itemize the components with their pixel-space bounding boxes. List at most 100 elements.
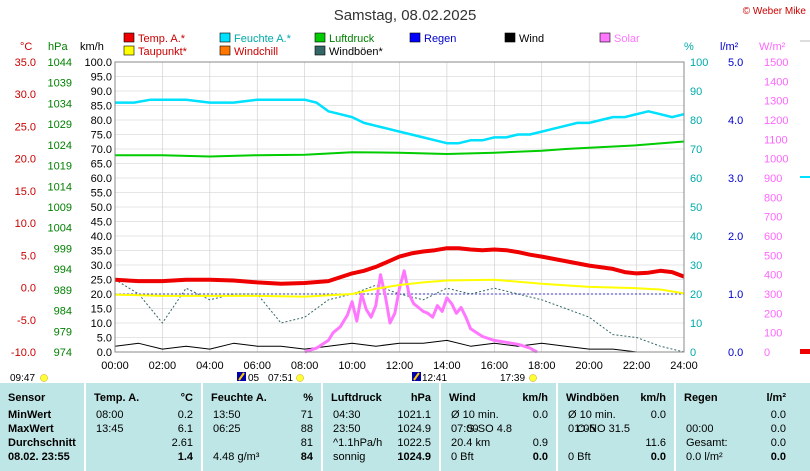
pressure-tick-label: 1034	[48, 98, 72, 110]
table-header: Windböen	[566, 392, 620, 404]
solar-tick-label: 1000	[764, 154, 788, 166]
statistics-table: Sensor MinWert MaxWert Durchschnitt 08.02. 2…	[0, 383, 810, 471]
temp-tick-label: 35.0	[15, 57, 36, 69]
column-separator	[439, 383, 441, 471]
table-value: 0.0	[532, 451, 548, 463]
x-tick-label: 02:00	[149, 360, 177, 372]
wind-tick-label: 5.0	[97, 333, 112, 345]
sun-icon	[529, 374, 537, 382]
pressure-tick-label: 1039	[48, 78, 72, 90]
legend-label: Windböen*	[329, 46, 384, 58]
solar-tick-label: 1200	[764, 115, 788, 127]
table-time: 0 Bft	[568, 451, 591, 463]
pressure-tick-label: 994	[54, 264, 72, 276]
pressure-tick-label: 974	[54, 347, 72, 359]
wind-tick-label: 100.0	[84, 57, 112, 69]
series-line-luftdruck	[115, 140, 685, 158]
table-time: 13:45	[96, 423, 124, 435]
wind-tick-label: 70.0	[91, 144, 112, 156]
moon-time: 07:51	[268, 373, 293, 383]
legend-swatch	[314, 32, 326, 43]
pressure-tick-label: 1014	[48, 181, 72, 193]
wind-tick-label: 30.0	[91, 260, 112, 272]
legend-swatch	[123, 45, 135, 56]
legend-swatch	[504, 32, 516, 43]
table-value: 0.0	[532, 409, 548, 421]
sun-icon	[296, 374, 304, 382]
table-value: 1024.9	[397, 451, 431, 463]
wind-axis-unit: km/h	[80, 41, 104, 53]
table-unit: %	[303, 392, 313, 404]
table-mid: O-NO 31.5	[576, 423, 630, 435]
rain-tick-label: 4.0	[728, 115, 743, 127]
pressure-axis-unit: hPa	[48, 41, 68, 53]
temp-axis-unit: °C	[20, 41, 32, 53]
table-time: Ø 10 min.	[451, 409, 499, 421]
table-value: 0.0	[650, 409, 666, 421]
sunset-time: 17:39	[500, 373, 525, 383]
solar-tick-label: 700	[764, 212, 782, 224]
legend-swatch	[409, 32, 421, 43]
row-label: 08.02. 23:55	[8, 451, 70, 463]
series-line-solar	[304, 269, 538, 354]
table-header: Luftdruck	[331, 392, 382, 404]
series-line-wind	[114, 339, 684, 353]
sun-icon	[40, 374, 48, 382]
temp-tick-label: 15.0	[15, 186, 36, 198]
wind-tick-label: 65.0	[91, 159, 112, 171]
pressure-tick-label: 1009	[48, 202, 72, 214]
humidity-tick-label: 70	[690, 144, 702, 156]
x-tick-label: 12:00	[386, 360, 414, 372]
table-unit: km/h	[522, 392, 548, 404]
table-value: 88	[300, 423, 313, 435]
table-time: sonnig	[333, 451, 366, 463]
legend: Temp. A.* Feuchte A.* Luftdruck Regen Wind So…	[123, 32, 640, 58]
x-tick-label: 22:00	[623, 360, 651, 372]
table-header: Sensor	[8, 392, 46, 404]
table-unit: hPa	[410, 392, 431, 404]
table-time: 08:00	[96, 409, 124, 421]
legend-label: Windchill	[234, 46, 278, 58]
table-value: 71	[300, 409, 313, 421]
table-value: 0.0	[650, 451, 666, 463]
legend-swatch	[314, 45, 326, 56]
table-value: 84	[300, 451, 313, 463]
wind-tick-label: 75.0	[91, 130, 112, 142]
temp-tick-label: -5.0	[17, 315, 36, 327]
temp-tick-label: 5.0	[21, 250, 36, 262]
pressure-tick-label: 1029	[48, 119, 72, 131]
legend-label: Temp. A.*	[138, 33, 186, 45]
table-value: 1024.9	[397, 423, 431, 435]
legend-swatch	[219, 45, 231, 56]
humidity-tick-label: 80	[690, 115, 702, 127]
table-time: Gesamt:	[686, 437, 728, 449]
table-value: 0.0	[770, 437, 786, 449]
humidity-tick-label: 90	[690, 86, 702, 98]
table-unit: l/m²	[766, 392, 786, 404]
wind-tick-label: 50.0	[91, 202, 112, 214]
chart-title: Samstag, 08.02.2025	[334, 7, 477, 24]
column-separator	[321, 383, 323, 471]
table-header: Temp. A.	[94, 392, 140, 404]
moon-phase-day: 05	[248, 373, 260, 383]
pressure-tick-label: 984	[54, 306, 72, 318]
wind-tick-label: 90.0	[91, 86, 112, 98]
solar-tick-label: 800	[764, 192, 782, 204]
table-value: 6.1	[177, 423, 193, 435]
wind-tick-label: 55.0	[91, 188, 112, 200]
rain-tick-label: 5.0	[728, 57, 743, 69]
table-value: 1021.1	[397, 409, 431, 421]
table-time: Ø 10 min.	[568, 409, 616, 421]
series-line-taupunkt	[114, 278, 685, 298]
x-tick-label: 14:00	[433, 360, 461, 372]
wind-tick-label: 35.0	[91, 246, 112, 258]
table-time: 06:25	[213, 423, 241, 435]
humidity-tick-label: 100	[690, 57, 708, 69]
legend-swatch	[123, 32, 135, 43]
solar-tick-label: 900	[764, 173, 782, 185]
rain-tick-label: 2.0	[728, 231, 743, 243]
x-tick-label: 04:00	[196, 360, 224, 372]
wind-tick-label: 95.0	[91, 72, 112, 84]
legend-label: Taupunkt*	[138, 46, 188, 58]
humidity-tick-label: 40	[690, 231, 702, 243]
